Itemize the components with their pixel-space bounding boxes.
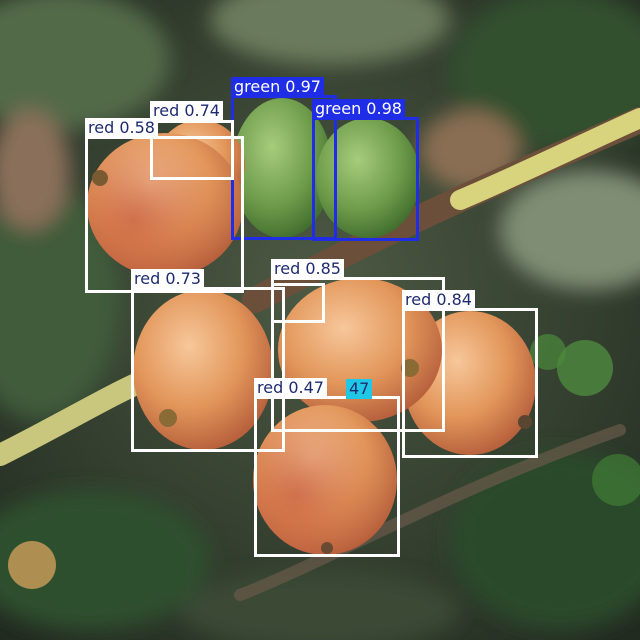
overlapping-label-fragment: 47 [346, 379, 373, 399]
detection-label-red: red 0.58 [85, 118, 158, 138]
bounding-box-red [85, 136, 244, 293]
detection-label-green: green 0.98 [312, 99, 405, 119]
detection-label-red: red 0.84 [402, 290, 475, 310]
bounding-box-red [402, 308, 538, 458]
detection-label-red: red 0.47 [254, 378, 327, 398]
bounding-box-green [312, 117, 419, 241]
bounding-box-red [254, 396, 400, 557]
detection-label-red: red 0.74 [150, 101, 223, 121]
detection-label-green: green 0.97 [231, 77, 324, 97]
bounding-box-red [271, 277, 445, 432]
bounding-box-red [131, 287, 285, 452]
bounding-box-red [150, 120, 234, 180]
detection-label-red: red 0.85 [271, 259, 344, 279]
detection-label-red: red 0.73 [131, 269, 204, 289]
